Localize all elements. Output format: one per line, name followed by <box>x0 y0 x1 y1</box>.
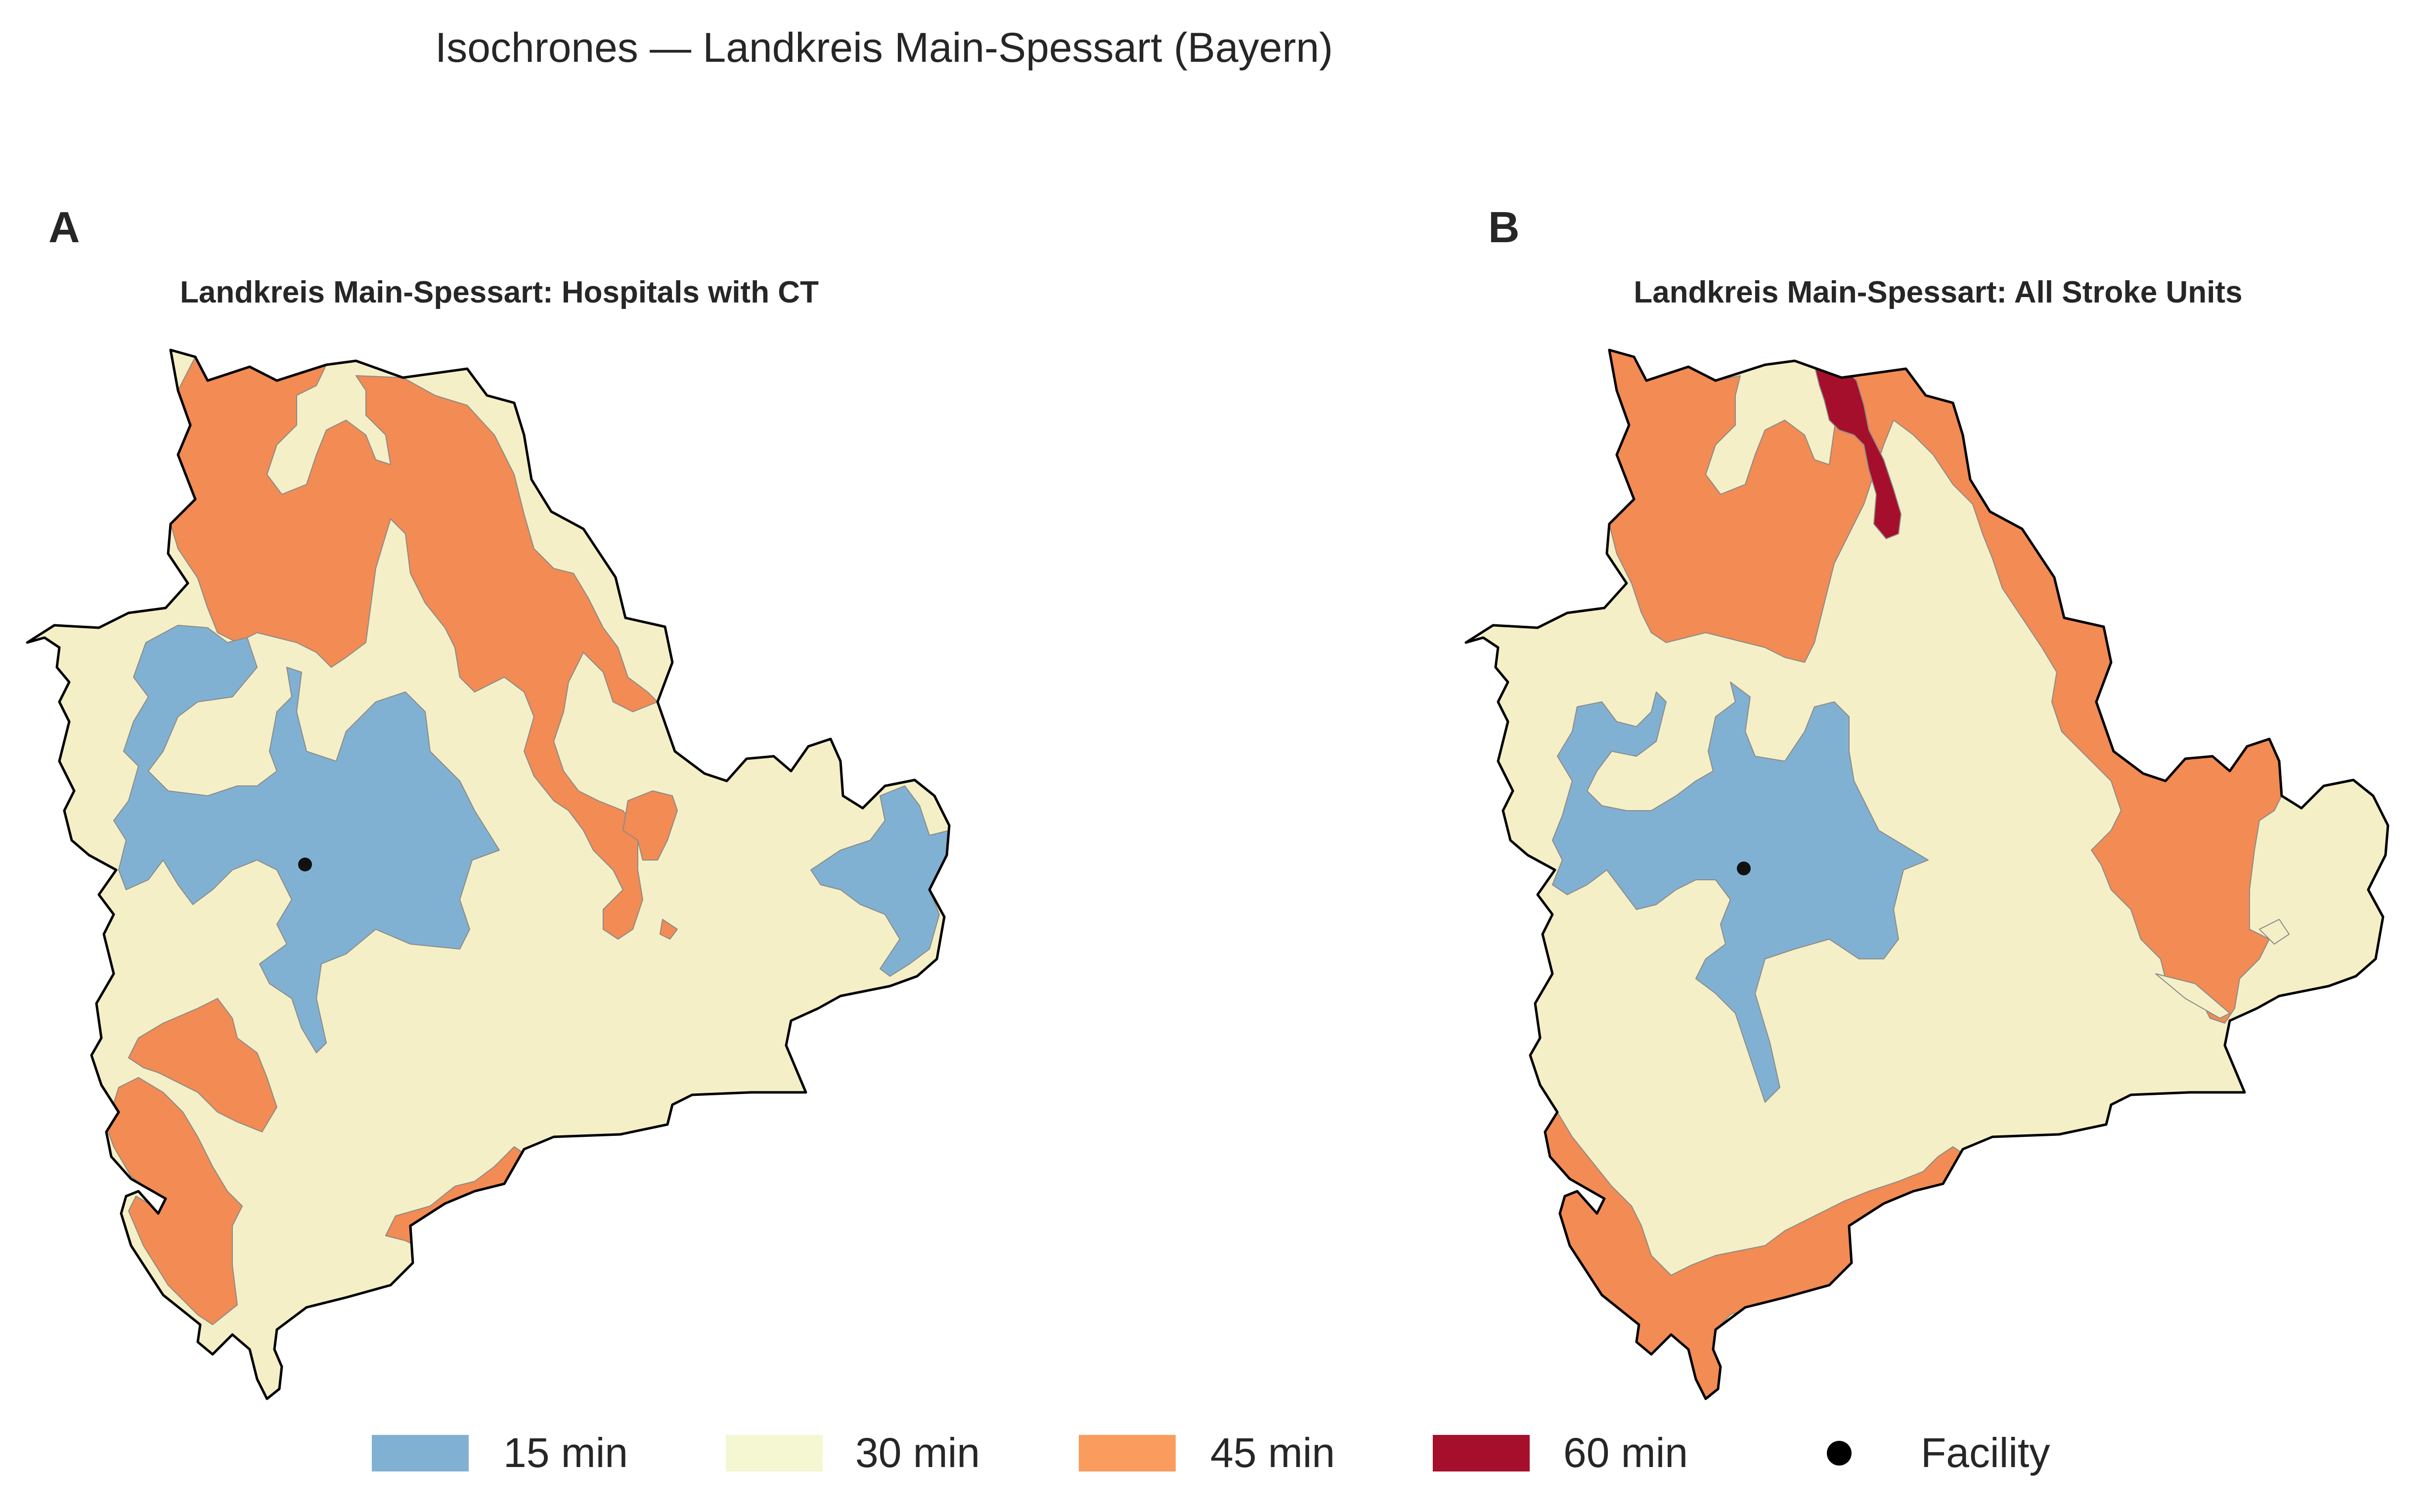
legend-label-60min: 60 min <box>1563 1429 1688 1476</box>
panel-a-title: Landkreis Main-Spessart: Hospitals with … <box>180 275 819 309</box>
legend-item-facility: Facility <box>1827 1429 2050 1476</box>
panel-b-title: Landkreis Main-Spessart: All Stroke Unit… <box>1634 275 2242 309</box>
facility-marker-b <box>1737 862 1751 875</box>
legend-label-facility: Facility <box>1921 1429 2050 1476</box>
legend-label-15min: 15 min <box>503 1429 628 1476</box>
legend-item-45min: 45 min <box>1079 1429 1335 1476</box>
panel-b-letter: B <box>1488 203 1520 252</box>
panel-b: B Landkreis Main-Spessart: All Stroke Un… <box>1466 203 2388 1399</box>
legend-item-60min: 60 min <box>1433 1429 1688 1476</box>
figure-title: Isochrones — Landkreis Main-Spessart (Ba… <box>435 24 1333 71</box>
panel-a-letter: A <box>48 203 80 252</box>
facility-marker-a <box>298 858 312 871</box>
legend-swatch-60min <box>1433 1435 1530 1471</box>
legend-item-15min: 15 min <box>372 1429 628 1476</box>
legend-swatch-30min <box>726 1435 823 1471</box>
legend-item-30min: 30 min <box>726 1429 980 1476</box>
panel-a-map <box>27 350 949 1399</box>
legend-swatch-45min <box>1079 1435 1176 1471</box>
legend-swatch-15min <box>372 1435 469 1471</box>
panel-b-map <box>1466 350 2388 1399</box>
panel-a: A Landkreis Main-Spessart: Hospitals wit… <box>27 203 949 1399</box>
legend-label-45min: 45 min <box>1210 1429 1335 1476</box>
legend-marker-facility <box>1827 1441 1852 1466</box>
legend: 15 min 30 min 45 min 60 min Facility <box>372 1429 2050 1476</box>
legend-label-30min: 30 min <box>855 1429 980 1476</box>
